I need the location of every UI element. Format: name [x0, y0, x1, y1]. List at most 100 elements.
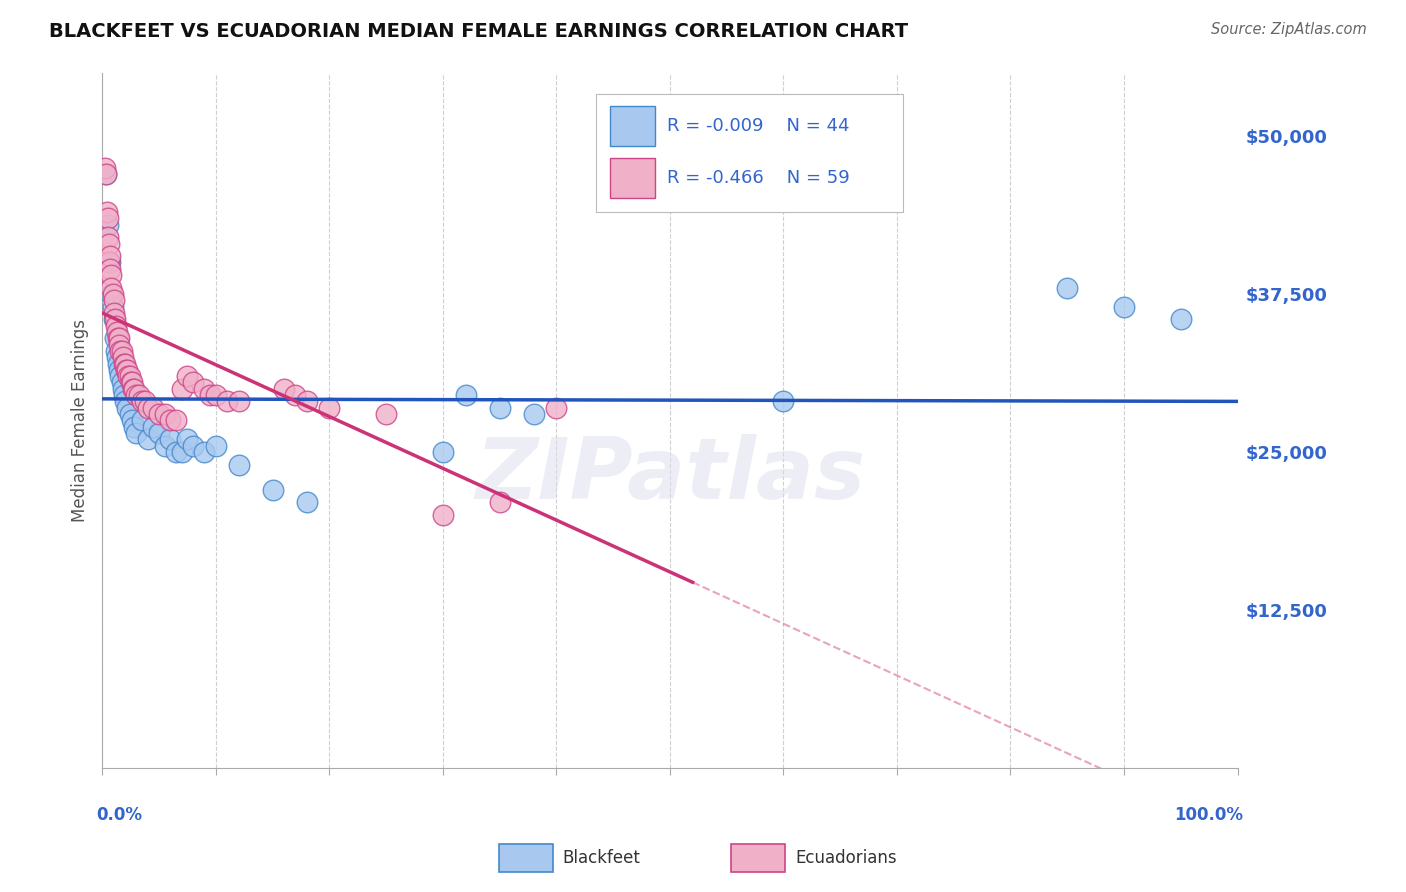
Point [104, 318, 127, 333]
Point [108, 363, 131, 377]
Point [523, 407, 546, 421]
Point [96, 205, 118, 219]
Point [142, 401, 165, 415]
Point [176, 369, 198, 384]
Point [136, 432, 159, 446]
Point [284, 388, 307, 402]
Point [128, 388, 150, 402]
Point [118, 407, 141, 421]
Point [103, 293, 125, 308]
Point [125, 425, 148, 440]
Point [204, 439, 226, 453]
Point [100, 287, 122, 301]
Point [98, 255, 121, 269]
Text: 0.0%: 0.0% [97, 805, 142, 824]
Text: 100.0%: 100.0% [1174, 805, 1243, 824]
Point [148, 407, 170, 421]
Point [142, 419, 165, 434]
Point [228, 458, 250, 472]
Point [97, 230, 120, 244]
Point [318, 401, 340, 415]
Point [125, 388, 148, 402]
Point [118, 369, 141, 384]
Point [112, 388, 135, 402]
Point [454, 388, 477, 402]
Point [105, 350, 128, 364]
Point [110, 343, 132, 358]
Point [159, 432, 181, 446]
Point [98, 261, 121, 276]
Text: R = -0.009    N = 44: R = -0.009 N = 44 [666, 117, 849, 135]
Point [107, 331, 129, 345]
Point [131, 413, 153, 427]
Point [115, 363, 138, 377]
Point [217, 394, 239, 409]
Point [546, 401, 568, 415]
Text: BLACKFEET VS ECUADORIAN MEDIAN FEMALE EARNINGS CORRELATION CHART: BLACKFEET VS ECUADORIAN MEDIAN FEMALE EA… [49, 22, 908, 41]
Point [110, 376, 132, 390]
Point [193, 445, 215, 459]
Point [108, 331, 131, 345]
Point [181, 439, 204, 453]
Point [295, 394, 318, 409]
Point [111, 350, 134, 364]
Point [107, 357, 129, 371]
Point [772, 394, 794, 409]
Point [98, 249, 121, 263]
Point [114, 394, 136, 409]
Point [1112, 300, 1135, 314]
Point [153, 407, 176, 421]
Y-axis label: Median Female Earnings: Median Female Earnings [72, 318, 89, 522]
Point [1170, 312, 1192, 326]
Point [165, 445, 187, 459]
Point [100, 281, 122, 295]
Point [105, 325, 128, 339]
Text: R = -0.466    N = 59: R = -0.466 N = 59 [666, 169, 849, 187]
Point [159, 413, 181, 427]
Point [204, 388, 226, 402]
Point [170, 445, 193, 459]
Point [111, 382, 134, 396]
Point [108, 337, 131, 351]
Point [121, 376, 143, 390]
Point [100, 268, 122, 282]
Point [93, 161, 115, 175]
Point [122, 382, 145, 396]
FancyBboxPatch shape [596, 94, 903, 212]
Point [103, 312, 125, 326]
Point [131, 394, 153, 409]
Point [176, 432, 198, 446]
Point [117, 363, 139, 377]
Point [120, 376, 142, 390]
Point [170, 382, 193, 396]
Point [375, 407, 398, 421]
Text: ZIPatlas: ZIPatlas [475, 434, 865, 517]
Point [117, 369, 139, 384]
Point [1056, 281, 1078, 295]
Point [181, 376, 204, 390]
Point [101, 300, 124, 314]
Point [94, 167, 117, 181]
Point [110, 369, 132, 384]
Point [273, 382, 295, 396]
Point [165, 413, 187, 427]
Point [153, 439, 176, 453]
Point [432, 445, 454, 459]
Point [97, 211, 120, 226]
FancyBboxPatch shape [610, 158, 655, 198]
FancyBboxPatch shape [610, 105, 655, 146]
Point [101, 287, 124, 301]
Point [295, 495, 318, 509]
Point [97, 218, 120, 232]
Point [136, 401, 159, 415]
Point [148, 425, 170, 440]
Point [98, 255, 121, 269]
Point [193, 382, 215, 396]
Point [94, 167, 117, 181]
Text: Blackfeet: Blackfeet [562, 849, 640, 867]
Point [114, 357, 136, 371]
Text: Source: ZipAtlas.com: Source: ZipAtlas.com [1211, 22, 1367, 37]
Point [198, 388, 221, 402]
Point [121, 413, 143, 427]
Point [432, 508, 454, 522]
